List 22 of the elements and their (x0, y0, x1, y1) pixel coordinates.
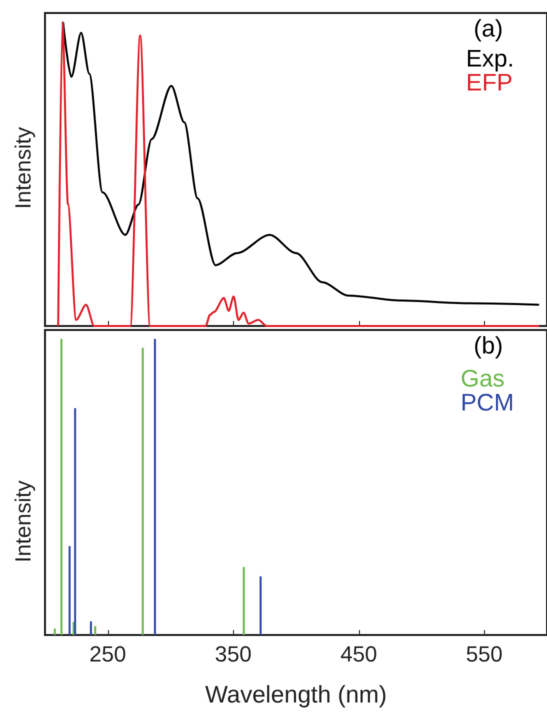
bar (54, 628, 56, 635)
bar (142, 348, 144, 635)
x-tick-label: 250 (89, 642, 126, 666)
x-tick-label: 350 (214, 642, 252, 666)
x-axis-title: Wavelength (nm) (205, 682, 387, 708)
annotation: (a) (474, 16, 504, 42)
bar (74, 408, 76, 635)
bar (94, 626, 96, 635)
text: Gas (460, 366, 505, 392)
bar (242, 566, 245, 635)
bar (60, 338, 62, 635)
text: Exp. (466, 46, 514, 72)
bar (154, 338, 156, 635)
text: PCM (460, 390, 514, 416)
bar (68, 546, 71, 635)
annotation: (b) (474, 332, 504, 360)
x-tick-label: 450 (340, 642, 378, 666)
y-axis-title: Intensity (10, 480, 36, 562)
bar (260, 576, 262, 635)
y-axis-title: Intensity (10, 127, 36, 209)
bar (90, 621, 92, 635)
x-tick-label: 550 (466, 642, 503, 666)
